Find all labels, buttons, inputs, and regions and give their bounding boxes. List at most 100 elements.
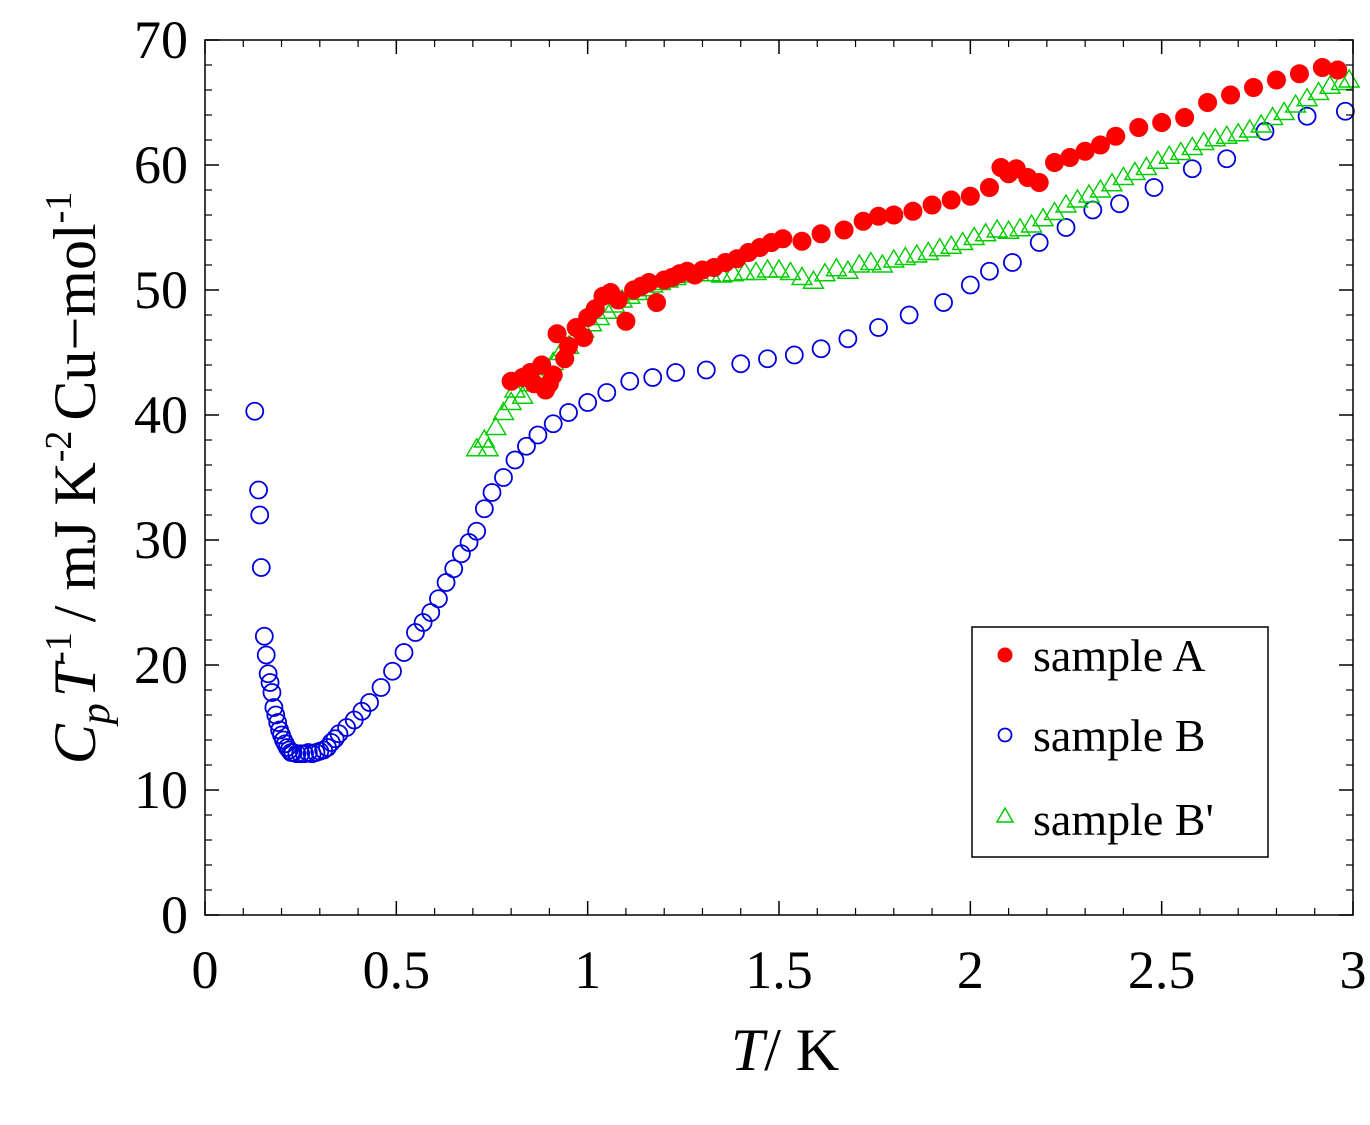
sample-a-point (1244, 78, 1264, 97)
sample-b-point (494, 468, 513, 487)
legend-marker-sample-b (997, 727, 1013, 743)
sample-b-point (250, 505, 270, 525)
sample-a-point (547, 324, 567, 344)
sample-b-point (258, 664, 278, 684)
sample-b-prime-point (484, 416, 508, 436)
sample-b-point (1335, 101, 1355, 121)
sample-a-point (773, 229, 793, 249)
legend-label-sample-a: sample A (1033, 630, 1205, 681)
sample-b-point (1003, 253, 1022, 272)
y-tick-label: 20 (134, 635, 188, 695)
sample-b-prime-point (1249, 113, 1273, 133)
y-tick-label: 60 (134, 135, 188, 195)
y-tick-label: 70 (134, 10, 188, 70)
sample-b-prime-point (836, 259, 860, 279)
sample-a-point (792, 231, 812, 251)
sample-b-point (899, 305, 919, 325)
sample-b-prime-point (1054, 193, 1078, 213)
sample-b-point (394, 643, 414, 662)
sample-b-point (543, 414, 563, 434)
sample-b-point (249, 480, 268, 500)
sample-b-point (838, 329, 858, 349)
sample-b-point (620, 371, 640, 391)
y-axis-label: CpT-1/ mJ K-2Cu−mol-1 (38, 192, 119, 765)
sample-b-prime-point (790, 266, 814, 286)
sample-b-point (1110, 194, 1129, 214)
sample-b-prime-point (1330, 71, 1353, 91)
x-tick-label: 1 (574, 940, 601, 1000)
sample-a-point (574, 328, 594, 347)
sample-a-point (647, 293, 667, 312)
legend-marker-sample-a (997, 647, 1013, 663)
sample-b-prime-point (802, 269, 825, 289)
sample-b-point (811, 339, 831, 359)
sample-b-point (482, 483, 502, 502)
sample-b-point (429, 589, 448, 609)
sample-a-point (559, 336, 579, 356)
sample-b-point (1217, 149, 1237, 169)
sample-b-point (264, 698, 284, 717)
sample-b-point (1144, 178, 1164, 197)
sample-a-point (979, 178, 999, 197)
sample-a-point (1152, 113, 1172, 132)
sample-b-point (262, 683, 282, 702)
sample-b-prime-point (733, 261, 756, 281)
legend-label-sample-b-prime: sample B' (1033, 794, 1214, 845)
x-axis-label: T/ K (731, 1017, 839, 1083)
sample-b-point (1029, 233, 1049, 252)
sample-b-point (758, 349, 777, 369)
sample-b-prime-point (1337, 68, 1361, 88)
sample-b-point (1182, 159, 1202, 179)
series-sample-a-markers (501, 58, 1348, 400)
sample-b-prime-point (476, 437, 500, 457)
sample-a-point (543, 365, 563, 385)
series-sample-b-markers (245, 101, 1355, 764)
sample-a-point (1328, 60, 1348, 80)
sample-b-prime-point (767, 258, 791, 278)
sample-b-point (467, 521, 487, 541)
sample-a-point (941, 190, 961, 210)
sample-b-point (325, 729, 345, 749)
sample-b-prime-point (1077, 183, 1101, 203)
sample-b-prime-point (1123, 161, 1147, 181)
sample-b-point (266, 705, 286, 725)
y-tick-label: 50 (134, 260, 188, 320)
sample-b-prime-point (871, 253, 894, 273)
x-tick-label: 1.5 (745, 940, 813, 1000)
sample-b-prime-point (1307, 81, 1330, 101)
sample-a-point (1175, 108, 1195, 127)
sample-b-prime-point (499, 391, 523, 411)
y-tick-label: 40 (134, 385, 188, 445)
sample-b-prime-point (1089, 178, 1112, 198)
sample-b-prime-point (511, 384, 534, 404)
sample-b-point (474, 499, 494, 519)
sample-a-point (884, 205, 904, 225)
sample-b-prime-point (1146, 149, 1170, 169)
sample-a-point (1198, 93, 1218, 112)
sample-b-prime-point (1020, 213, 1043, 233)
legend-label-sample-b: sample B (1033, 710, 1205, 761)
sample-b-prime-point (951, 231, 974, 251)
sample-b-prime-point (779, 261, 802, 281)
sample-b-point (1297, 106, 1317, 126)
sample-b-point (268, 713, 288, 732)
sample-b-point (980, 261, 999, 281)
sample-b-prime-point (1066, 188, 1089, 208)
sample-b-point (371, 678, 391, 697)
sample-b-point (578, 393, 598, 412)
sample-a-point (1289, 64, 1309, 84)
sample-b-prime-point (1238, 118, 1261, 138)
sample-b-point (960, 275, 980, 295)
sample-a-point (811, 224, 831, 244)
legend-box (971, 626, 1269, 858)
x-tick-label: 0 (192, 940, 219, 1000)
sample-b-prime-point (492, 401, 515, 421)
sample-b-prime-point (985, 218, 1009, 238)
sample-b-point (505, 450, 525, 470)
sample-b-point (597, 383, 617, 402)
sample-b-prime-point (1100, 172, 1124, 192)
sample-b-prime-point (1031, 207, 1055, 227)
sample-b-point (643, 368, 663, 387)
y-tick-label: 30 (134, 510, 188, 570)
